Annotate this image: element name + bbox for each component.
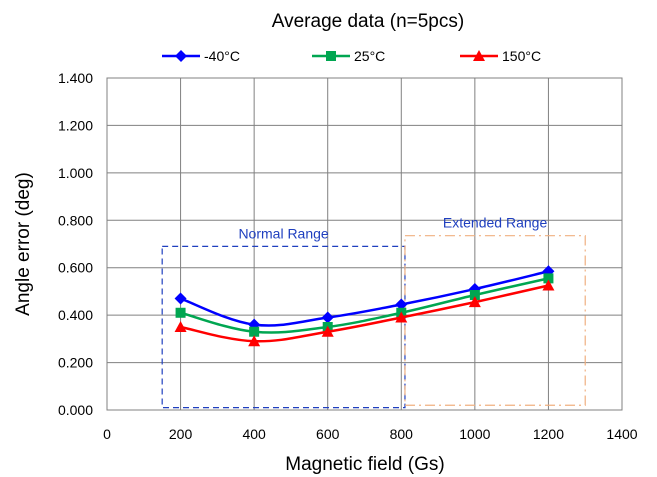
legend-marker xyxy=(473,50,485,61)
data-point xyxy=(321,325,334,337)
range-annotations: Normal Range Extended Range xyxy=(161,215,586,409)
series-layer xyxy=(174,265,555,347)
x-tick-label: 400 xyxy=(242,426,266,442)
x-axis-title: Magnetic field (Gs) xyxy=(285,454,444,475)
y-axis-ticks: 0.000 0.200 0.400 0.600 0.800 1.000 1.200 1.400 xyxy=(58,70,93,418)
legend-item: -40°C xyxy=(162,48,240,64)
data-point xyxy=(248,335,261,347)
series-line xyxy=(180,270,549,327)
y-tick-label: 0.200 xyxy=(58,355,93,371)
legend-marker xyxy=(326,51,336,61)
data-point xyxy=(174,321,187,332)
y-tick-label: 0.000 xyxy=(58,402,93,418)
legend-label: 25°C xyxy=(354,48,385,64)
y-tick-label: 0.400 xyxy=(58,307,93,323)
extended-range-label: Extended Range xyxy=(443,215,548,231)
data-point xyxy=(249,326,260,337)
series-line xyxy=(180,284,549,343)
data-point xyxy=(321,311,334,324)
x-tick-label: 600 xyxy=(316,426,340,442)
data-point xyxy=(174,292,187,305)
y-tick-label: 1.200 xyxy=(58,117,93,133)
y-tick-label: 1.000 xyxy=(58,165,93,181)
data-point xyxy=(543,273,554,284)
plot-area-border xyxy=(106,77,623,411)
legend-marker xyxy=(175,50,187,62)
series-line xyxy=(180,277,549,334)
legend-label: 150°C xyxy=(502,48,541,64)
data-point xyxy=(469,289,480,300)
extended-range-box xyxy=(404,235,586,406)
legend-item: 150°C xyxy=(460,48,541,64)
data-point xyxy=(468,296,481,308)
normal-range-label: Normal Range xyxy=(238,225,328,241)
y-tick-label: 1.400 xyxy=(58,70,93,86)
legend-label: -40°C xyxy=(204,48,240,64)
data-point xyxy=(175,307,186,318)
x-tick-label: 800 xyxy=(390,426,414,442)
x-tick-label: 200 xyxy=(169,426,193,442)
x-axis-ticks: 0 200 400 600 800 1000 1200 1400 xyxy=(103,426,638,442)
x-tick-label: 1400 xyxy=(606,426,637,442)
y-axis-title: Angle error (deg) xyxy=(13,172,34,316)
x-tick-label: 1200 xyxy=(533,426,564,442)
legend-item: 25°C xyxy=(312,48,385,64)
grid xyxy=(106,77,623,411)
series-150c xyxy=(174,279,555,347)
normal-range-box xyxy=(161,245,406,409)
legend: -40°C 25°C 150°C xyxy=(162,48,541,64)
data-point xyxy=(395,311,408,323)
x-tick-label: 1000 xyxy=(459,426,490,442)
y-tick-label: 0.800 xyxy=(58,212,93,228)
y-tick-label: 0.600 xyxy=(58,260,93,276)
data-point xyxy=(542,279,555,291)
chart-title: Average data (n=5pcs) xyxy=(272,11,464,32)
data-point xyxy=(395,298,408,311)
x-tick-label: 0 xyxy=(103,426,111,442)
